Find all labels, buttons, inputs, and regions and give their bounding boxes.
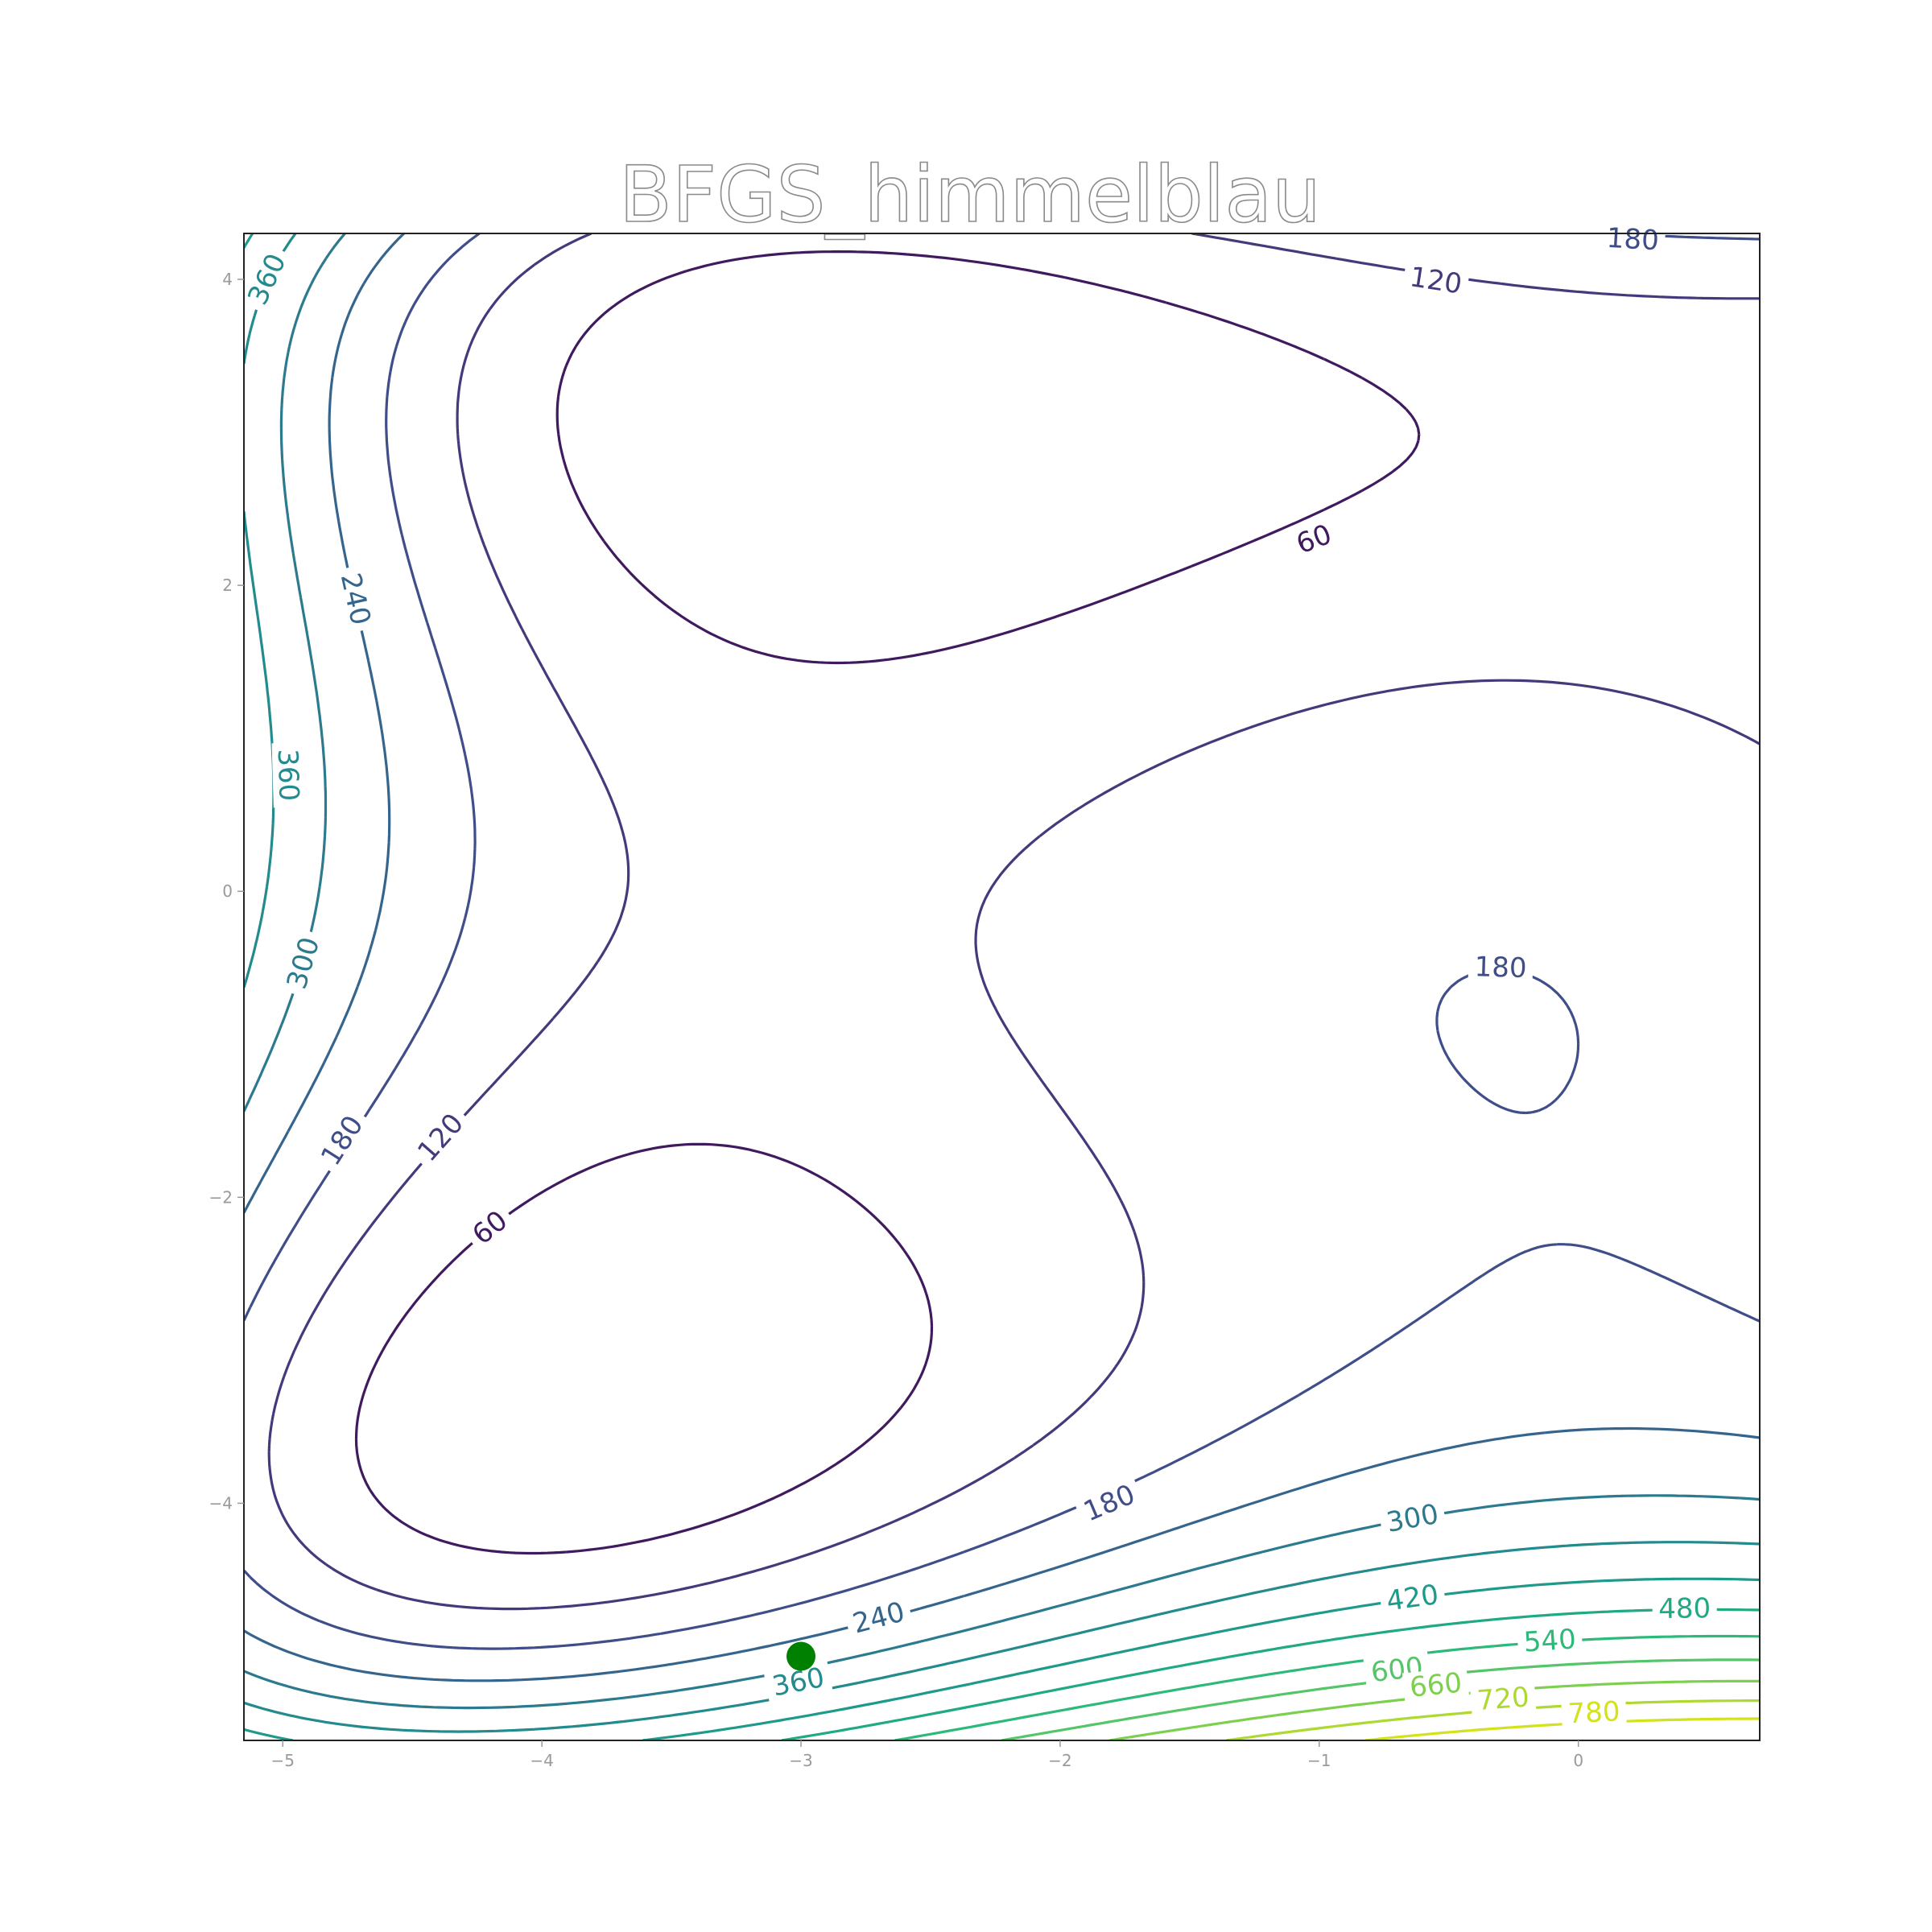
optimizer-point (786, 1641, 815, 1671)
contour-label: 120 (1407, 261, 1463, 300)
contour-label-halo (1517, 1623, 1583, 1659)
contour-label: 240 (334, 570, 377, 628)
x-tick-label: −1 (1307, 1751, 1331, 1770)
contour-line-240 (244, 233, 1760, 1682)
contour-label: 360 (271, 749, 305, 802)
contour-label-group: 360 (240, 243, 295, 316)
contour-label-group: 240 (333, 564, 378, 634)
chart-title: BFGS_himmelblau (619, 150, 1321, 240)
contour-label-group: 120 (1402, 261, 1471, 301)
contour-label-halo (844, 1595, 914, 1641)
contour-label-halo (333, 564, 378, 634)
y-tick-label: −4 (209, 1493, 233, 1513)
contour-label-group: 540 (1517, 1623, 1583, 1659)
x-tick-label: −3 (789, 1751, 812, 1770)
contour-label-group: 360 (271, 742, 305, 808)
contour-label-halo (240, 243, 295, 316)
plot-frame (243, 233, 1761, 1741)
contour-label-halo (1402, 1666, 1470, 1704)
contour-label-group: 780 (1561, 1695, 1627, 1730)
contour-label-group: 60 (462, 1201, 518, 1255)
contour-label-halo (1073, 1476, 1146, 1530)
contour-label: 300 (1384, 1498, 1441, 1539)
y-tick-label: 2 (222, 576, 233, 595)
contour-label-halo (1286, 517, 1342, 563)
contour-label-halo (279, 927, 328, 999)
contour-label-group: 300 (279, 927, 328, 999)
contour-label-halo (1377, 1497, 1447, 1540)
contour-label-halo (271, 742, 304, 808)
contour-label-halo (1402, 261, 1471, 301)
contour-label-halo (763, 1661, 833, 1704)
contour-line-180 (244, 233, 1760, 1650)
y-tick-label: 0 (222, 881, 233, 901)
contour-line-60 (354, 250, 1421, 1555)
contour-label: 480 (1658, 1592, 1711, 1625)
y-axis-ticks: 4 2 0 −2 −4 (209, 270, 244, 1513)
y-tick-label: 4 (222, 270, 233, 289)
x-tick-label: 0 (1573, 1751, 1583, 1770)
y-tick-label: −2 (209, 1187, 233, 1207)
contour-label-group: 180 (1600, 222, 1666, 258)
contour-label: 540 (1523, 1623, 1577, 1658)
contour-label-halo (1469, 1681, 1537, 1717)
contour-label: 660 (1408, 1666, 1463, 1703)
contour-label-group: 240 (844, 1595, 914, 1641)
contour-label: 180 (1474, 951, 1527, 985)
contour-label-group: 180 (312, 1105, 373, 1176)
contour-line-120 (267, 233, 1760, 1611)
contour-label-group: 180 (1073, 1476, 1146, 1530)
marker-layer (786, 1641, 815, 1671)
contour-label: 240 (849, 1596, 908, 1640)
contour-label-halo (1561, 1695, 1627, 1730)
contour-label-halo (407, 1103, 474, 1172)
contour-label-halo (1652, 1593, 1717, 1625)
contour-label-group: 180 (1468, 951, 1534, 985)
x-axis-ticks: −5 −4 −3 −2 −1 0 (271, 1740, 1583, 1770)
contour-label-halo (312, 1105, 373, 1176)
contour-label-group: 720 (1469, 1681, 1537, 1717)
contour-label-group: 660 (1402, 1666, 1470, 1704)
contour-label: 180 (1606, 222, 1660, 258)
contour-label: 300 (281, 934, 327, 993)
contour-line-360 (244, 233, 1760, 1733)
contour-label-halo (1468, 952, 1534, 985)
contour-label-group: 420 (1378, 1578, 1447, 1618)
contour-label-group: 480 (1652, 1592, 1717, 1625)
contour-label-halo (462, 1201, 518, 1255)
x-tick-label: −5 (271, 1751, 295, 1770)
x-tick-label: −2 (1048, 1751, 1071, 1770)
contour-label-halo (1600, 222, 1666, 257)
contour-label: 420 (1385, 1579, 1441, 1618)
contour-label-group: 120 (407, 1103, 474, 1172)
contour-line-420 (244, 233, 1760, 1740)
x-tick-label: −4 (530, 1751, 553, 1770)
contour-label-group: 300 (1377, 1497, 1447, 1540)
contour-lines (244, 233, 1760, 1740)
contour-label-halo (1378, 1578, 1447, 1618)
contour-label: 780 (1567, 1695, 1621, 1730)
contour-label: 720 (1476, 1681, 1530, 1717)
